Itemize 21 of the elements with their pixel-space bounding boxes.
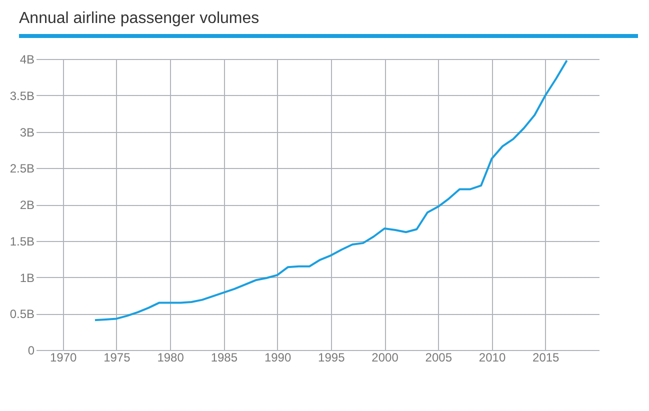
x-tick-label: 2005 (425, 350, 452, 364)
x-tick-label: 1980 (157, 350, 184, 364)
x-tick-label: 1975 (104, 350, 131, 364)
x-tick-label: 2010 (478, 350, 506, 364)
x-tick-label: 2015 (532, 350, 560, 364)
y-tick-label: 3B (20, 125, 34, 140)
x-tick-label: 1970 (50, 350, 77, 364)
y-tick-label: 1.5B (10, 234, 34, 248)
x-tick-label: 2000 (372, 350, 399, 364)
y-tick-label: 3.5B (10, 88, 34, 103)
y-tick-label: 0.5B (10, 307, 34, 322)
x-tick-label: 1985 (210, 350, 238, 364)
line-series (94, 59, 568, 322)
y-tick-label: 0 (28, 344, 35, 358)
y-tick-label: 4B (20, 52, 34, 66)
x-tick-label: 1995 (318, 350, 346, 364)
x-tick-label: 1990 (264, 350, 292, 364)
chart-title: Annual airline passenger volumes (19, 10, 638, 38)
y-tick-label: 2.5B (10, 162, 34, 176)
y-tick-label: 2B (20, 198, 34, 212)
y-tick-label: 1B (20, 270, 34, 285)
